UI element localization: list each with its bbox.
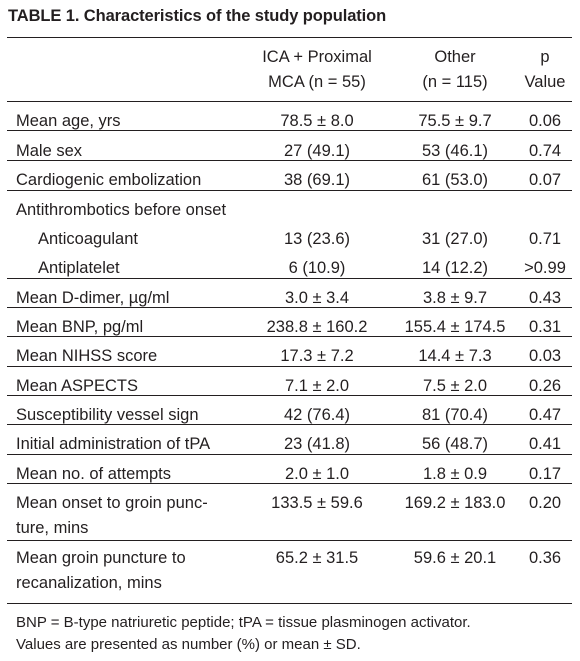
row-label: Mean ASPECTS (16, 377, 138, 395)
row-label: Antithrombotics before onset (16, 201, 227, 219)
cell-other: 14 (12.2) (421, 259, 489, 277)
row-rule (7, 130, 572, 131)
row-rule (7, 160, 572, 161)
row-rule (7, 395, 572, 396)
row-rule (7, 424, 572, 425)
table-title: TABLE 1. Characteristics of the study po… (8, 7, 387, 25)
header-col-p-line2: Value (524, 73, 566, 91)
cell-ica-proximal-mca: 17.3 ± 7.2 (280, 347, 354, 365)
row-label: Initial administration of tPA (16, 435, 211, 453)
cell-p-value: 0.74 (528, 142, 562, 160)
cell-ica-proximal-mca: 23 (41.8) (283, 435, 351, 453)
cell-other: 169.2 ± 183.0 (404, 494, 506, 512)
cell-other: 1.8 ± 0.9 (422, 465, 488, 483)
cell-p-value: 0.31 (528, 318, 562, 336)
table-bottom-rule (7, 603, 572, 604)
row-rule (7, 454, 572, 455)
cell-ica-proximal-mca: 6 (10.9) (288, 259, 346, 277)
header-col-ica-line1: ICA + Proximal (262, 48, 372, 66)
header-col-p-line1: p (540, 48, 550, 66)
row-label: Mean D-dimer, µg/ml (16, 289, 170, 307)
cell-ica-proximal-mca: 133.5 ± 59.6 (271, 494, 363, 512)
row-rule (7, 540, 572, 541)
cell-other: 56 (48.7) (421, 435, 489, 453)
cell-ica-proximal-mca: 78.5 ± 8.0 (280, 112, 354, 130)
row-rule (7, 336, 572, 337)
row-rule (7, 101, 572, 102)
header-col-other-line2: (n = 115) (422, 73, 488, 91)
cell-p-value: 0.06 (528, 112, 562, 130)
footnote-abbreviations: BNP = B-type natriuretic peptide; tPA = … (16, 614, 471, 631)
row-rule (7, 278, 572, 279)
cell-p-value: 0.71 (528, 230, 562, 248)
cell-ica-proximal-mca: 65.2 ± 31.5 (275, 549, 359, 567)
row-label: Cardiogenic embolization (16, 171, 202, 189)
cell-p-value: 0.17 (528, 465, 562, 483)
title-rule (7, 37, 572, 38)
cell-other: 14.4 ± 7.3 (418, 347, 492, 365)
cell-other: 53 (46.1) (421, 142, 489, 160)
row-label: Mean NIHSS score (16, 347, 158, 365)
cell-p-value: 0.41 (528, 435, 562, 453)
cell-other: 155.4 ± 174.5 (404, 318, 506, 336)
cell-ica-proximal-mca: 238.8 ± 160.2 (266, 318, 368, 336)
cell-other: 81 (70.4) (421, 406, 489, 424)
cell-p-value: 0.20 (528, 494, 562, 512)
row-label: Mean onset to groin punc- (16, 494, 208, 512)
cell-p-value: 0.26 (528, 377, 562, 395)
row-label: Mean age, yrs (16, 112, 121, 130)
cell-p-value: 0.36 (528, 549, 562, 567)
cell-p-value: 0.07 (528, 171, 562, 189)
row-label: Mean groin puncture to (16, 549, 186, 567)
cell-other: 3.8 ± 9.7 (422, 289, 488, 307)
cell-p-value: 0.03 (528, 347, 562, 365)
cell-p-value: 0.43 (528, 289, 562, 307)
cell-other: 31 (27.0) (421, 230, 489, 248)
cell-ica-proximal-mca: 27 (49.1) (283, 142, 351, 160)
cell-ica-proximal-mca: 7.1 ± 2.0 (284, 377, 350, 395)
cell-ica-proximal-mca: 13 (23.6) (283, 230, 351, 248)
row-rule (7, 307, 572, 308)
footnote-values: Values are presented as number (%) or me… (16, 636, 361, 653)
row-label: Susceptibility vessel sign (16, 406, 199, 424)
row-label: Mean no. of attempts (16, 465, 172, 483)
cell-other: 7.5 ± 2.0 (422, 377, 488, 395)
cell-other: 75.5 ± 9.7 (418, 112, 492, 130)
header-col-other-line1: Other (434, 48, 476, 66)
cell-p-value: 0.47 (528, 406, 562, 424)
cell-p-value: >0.99 (524, 259, 566, 277)
cell-other: 61 (53.0) (421, 171, 489, 189)
row-label: Mean BNP, pg/ml (16, 318, 144, 336)
row-rule (7, 483, 572, 484)
row-rule (7, 190, 572, 191)
row-label: Anticoagulant (38, 230, 138, 248)
cell-ica-proximal-mca: 38 (69.1) (283, 171, 351, 189)
row-label: Antiplatelet (38, 259, 120, 277)
row-label: recanalization, mins (16, 574, 162, 592)
cell-other: 59.6 ± 20.1 (413, 549, 497, 567)
cell-ica-proximal-mca: 2.0 ± 1.0 (284, 465, 350, 483)
cell-ica-proximal-mca: 42 (76.4) (283, 406, 351, 424)
row-rule (7, 366, 572, 367)
cell-ica-proximal-mca: 3.0 ± 3.4 (284, 289, 350, 307)
header-col-ica-line2: MCA (n = 55) (268, 73, 366, 91)
row-label: ture, mins (16, 519, 89, 537)
row-label: Male sex (16, 142, 83, 160)
